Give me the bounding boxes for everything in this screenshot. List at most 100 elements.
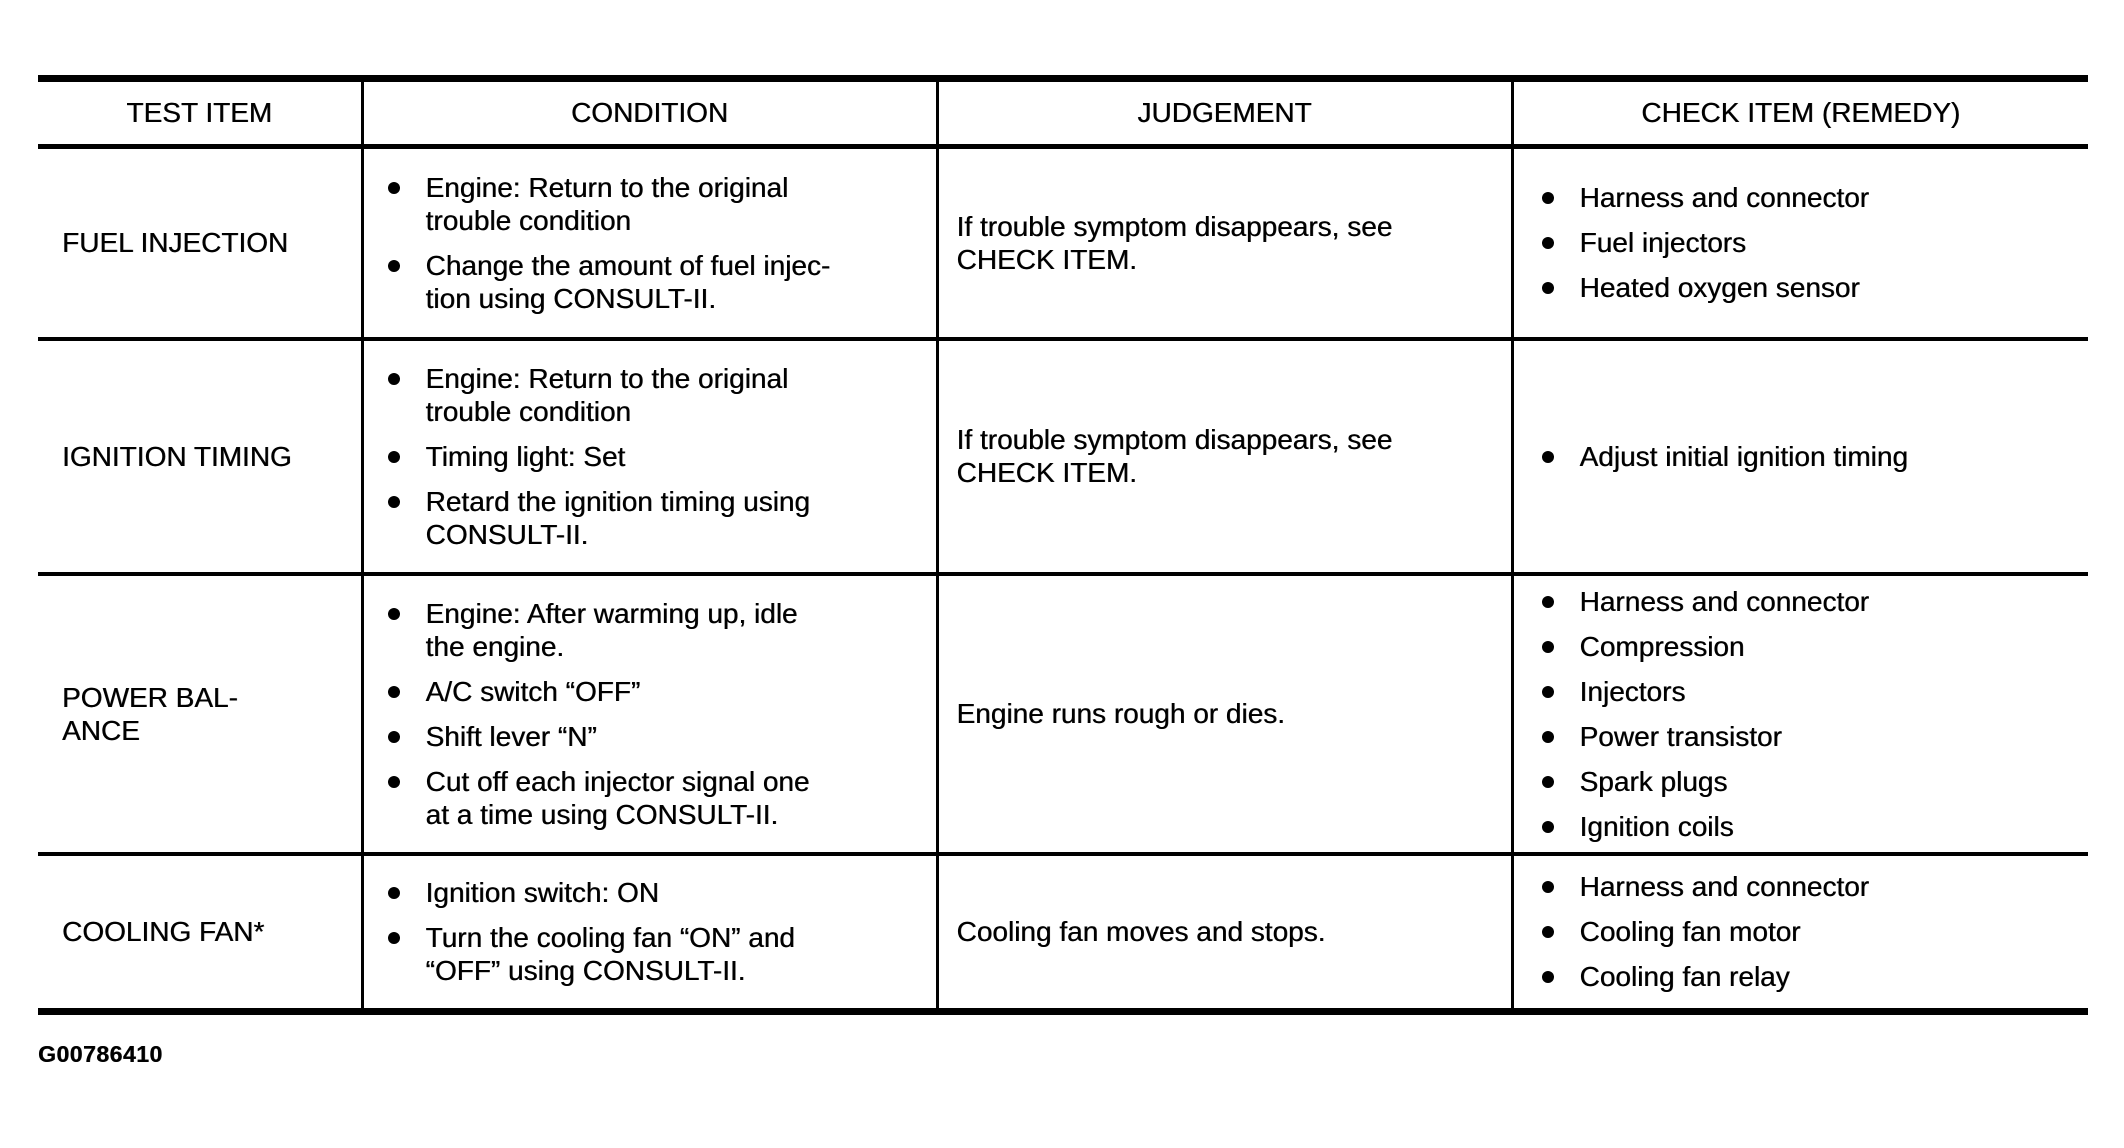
condition-list: Engine: Return to the original trouble c… xyxy=(386,362,922,551)
condition-text: Engine: After warming up, idle the engin… xyxy=(425,597,798,662)
judgement-cell: Engine runs rough or dies. xyxy=(935,573,1512,856)
bullet-icon xyxy=(1541,450,1554,463)
judgement-cell: If trouble symptom disappears, see CHECK… xyxy=(935,338,1512,576)
check-item-text: Spark plugs xyxy=(1579,765,1728,797)
condition-text: Cut off each injector signal one at a ti… xyxy=(425,765,810,830)
condition-list-item: Engine: Return to the original trouble c… xyxy=(386,362,922,428)
check-list-item: Fuel injectors xyxy=(1540,226,2079,259)
bullet-icon xyxy=(1541,881,1554,894)
check-item-text: Cooling fan motor xyxy=(1579,916,1801,948)
condition-list-item: Engine: After warming up, idle the engin… xyxy=(386,597,922,663)
check-list-item: Cooling fan motor xyxy=(1540,915,2079,948)
bullet-icon xyxy=(1541,775,1554,788)
column-header-judgement: JUDGEMENT xyxy=(935,78,1512,149)
table-row-power-balance: POWER BAL- ANCE Engine: After warming up… xyxy=(38,573,2088,856)
check-item-text: Ignition coils xyxy=(1579,810,1734,842)
check-item-text: Harness and connector xyxy=(1579,585,1870,617)
condition-cell: Engine: After warming up, idle the engin… xyxy=(360,573,937,856)
check-item-text: Heated oxygen sensor xyxy=(1579,272,1860,304)
judgement-text: Engine runs rough or dies. xyxy=(956,698,1285,729)
condition-list-item: Engine: Return to the original trouble c… xyxy=(386,171,922,237)
check-item-text: Cooling fan relay xyxy=(1579,961,1790,993)
table-row-cooling-fan: COOLING FAN* Ignition switch: ON Turn th… xyxy=(38,853,2088,1012)
check-item-list: Harness and connector Cooling fan motor … xyxy=(1540,870,2079,993)
judgement-text: Cooling fan moves and stops. xyxy=(956,916,1326,948)
check-list-item: Injectors xyxy=(1540,675,2079,708)
condition-list-item: A/C switch “OFF” xyxy=(386,675,922,708)
condition-cell: Engine: Return to the original trouble c… xyxy=(360,146,937,341)
condition-list-item: Retard the ignition timing using CONSULT… xyxy=(386,485,922,551)
check-item-cell: Adjust initial ignition timing xyxy=(1510,338,2088,576)
test-item-label: POWER BAL- ANCE xyxy=(62,681,238,746)
check-list-item: Adjust initial ignition timing xyxy=(1540,440,2079,473)
bullet-icon xyxy=(1541,237,1554,250)
check-item-text: Compression xyxy=(1579,630,1745,662)
condition-text: Shift lever “N” xyxy=(425,720,597,752)
bullet-icon xyxy=(387,495,400,508)
bullet-icon xyxy=(1541,971,1554,984)
self-diagnostic-test-table: TEST ITEM CONDITION JUDGEMENT CHECK ITEM… xyxy=(38,75,2088,1015)
condition-cell: Engine: Return to the original trouble c… xyxy=(360,338,937,576)
bullet-icon xyxy=(1541,640,1554,653)
bullet-icon xyxy=(387,685,400,698)
condition-text: Engine: Return to the original trouble c… xyxy=(425,362,789,427)
bullet-icon xyxy=(387,372,400,385)
condition-text: Retard the ignition timing using CONSULT… xyxy=(425,485,810,550)
bullet-icon xyxy=(1541,192,1554,205)
bullet-icon xyxy=(1541,685,1554,698)
judgement-text: If trouble symptom disappears, see CHECK… xyxy=(956,424,1393,488)
table-row-fuel-injection: FUEL INJECTION Engine: Return to the ori… xyxy=(38,146,2088,341)
bullet-icon xyxy=(387,932,400,945)
condition-cell: Ignition switch: ON Turn the cooling fan… xyxy=(360,853,937,1012)
test-item-cell: POWER BAL- ANCE xyxy=(38,573,362,856)
check-item-text: Power transistor xyxy=(1579,720,1782,752)
check-item-text: Harness and connector xyxy=(1579,871,1870,903)
check-list-item: Harness and connector xyxy=(1540,585,2079,618)
bullet-icon xyxy=(387,887,400,900)
condition-text: Timing light: Set xyxy=(425,440,626,472)
check-list-item: Cooling fan relay xyxy=(1540,960,2079,993)
column-header-test-item: TEST ITEM xyxy=(38,78,362,149)
test-item-cell: COOLING FAN* xyxy=(38,854,362,1012)
condition-text: Change the amount of fuel injec- tion us… xyxy=(425,249,831,314)
check-item-list: Adjust initial ignition timing xyxy=(1540,440,2079,473)
check-list-item: Spark plugs xyxy=(1540,765,2079,798)
check-list-item: Ignition coils xyxy=(1540,810,2079,843)
condition-list-item: Cut off each injector signal one at a ti… xyxy=(386,765,922,831)
judgement-text: If trouble symptom disappears, see CHECK… xyxy=(956,210,1393,275)
test-item-cell: IGNITION TIMING xyxy=(38,338,362,576)
judgement-cell: If trouble symptom disappears, see CHECK… xyxy=(935,146,1512,341)
condition-text: A/C switch “OFF” xyxy=(425,675,641,707)
check-item-text: Harness and connector xyxy=(1579,182,1870,214)
bullet-icon xyxy=(387,181,400,194)
condition-text: Turn the cooling fan “ON” and “OFF” usin… xyxy=(425,922,795,987)
condition-list-item: Change the amount of fuel injec- tion us… xyxy=(386,249,922,315)
figure-id: G00786410 xyxy=(38,1041,163,1067)
judgement-cell: Cooling fan moves and stops. xyxy=(935,853,1512,1012)
condition-list-item: Shift lever “N” xyxy=(386,720,922,753)
condition-text: Ignition switch: ON xyxy=(425,877,659,909)
column-header-condition: CONDITION xyxy=(360,78,937,149)
condition-list: Engine: After warming up, idle the engin… xyxy=(386,597,922,831)
condition-text: Engine: Return to the original trouble c… xyxy=(425,171,789,236)
check-item-cell: Harness and connector Fuel injectors Hea… xyxy=(1510,146,2088,341)
condition-list-item: Turn the cooling fan “ON” and “OFF” usin… xyxy=(386,921,922,987)
check-list-item: Heated oxygen sensor xyxy=(1540,271,2079,304)
bullet-icon xyxy=(1541,595,1554,608)
check-item-text: Fuel injectors xyxy=(1579,227,1747,259)
column-header-check-item: CHECK ITEM (REMEDY) xyxy=(1510,78,2088,149)
test-item-label: FUEL INJECTION xyxy=(62,227,289,259)
check-list-item: Compression xyxy=(1540,630,2079,663)
bullet-icon xyxy=(1541,730,1554,743)
condition-list-item: Ignition switch: ON xyxy=(386,876,922,909)
check-list-item: Harness and connector xyxy=(1540,181,2079,214)
check-item-text: Adjust initial ignition timing xyxy=(1579,440,1908,472)
check-list-item: Harness and connector xyxy=(1540,870,2079,903)
bullet-icon xyxy=(387,259,400,272)
condition-list: Ignition switch: ON Turn the cooling fan… xyxy=(386,876,922,987)
test-item-label: COOLING FAN* xyxy=(62,916,265,948)
check-item-cell: Harness and connector Compression Inject… xyxy=(1510,573,2088,856)
bullet-icon xyxy=(1541,926,1554,939)
check-item-cell: Harness and connector Cooling fan motor … xyxy=(1510,853,2088,1012)
